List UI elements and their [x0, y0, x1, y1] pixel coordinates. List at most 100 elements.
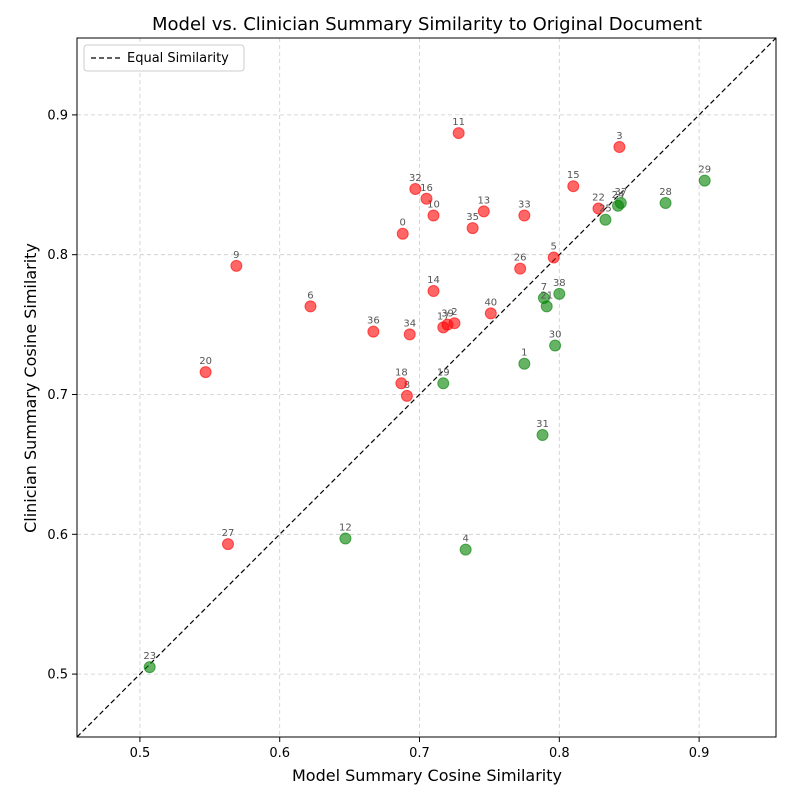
- point-label: 6: [307, 290, 313, 301]
- point-label: 30: [549, 330, 562, 341]
- x-tick-label: 0.6: [269, 746, 290, 761]
- point-label: 13: [477, 195, 490, 206]
- data-points: 0123456789101112131415161718192021222324…: [143, 117, 711, 674]
- point-label: 31: [536, 419, 549, 430]
- chart-title: Model vs. Clinician Summary Similarity t…: [152, 14, 702, 35]
- data-point: [409, 182, 422, 195]
- data-point: [400, 389, 413, 402]
- x-tick-label: 0.9: [689, 746, 710, 761]
- point-label: 9: [233, 250, 239, 261]
- data-point: [367, 325, 380, 338]
- point-label: 22: [592, 193, 605, 204]
- data-point: [403, 328, 416, 341]
- point-label: 32: [409, 173, 422, 184]
- y-tick-label: 0.5: [47, 668, 68, 683]
- y-axis-ticks: 0.5 0.6 0.7 0.8 0.9: [47, 108, 77, 683]
- data-point: [339, 532, 352, 545]
- data-point: [466, 222, 479, 235]
- data-point: [437, 377, 450, 390]
- point-label: 18: [395, 367, 408, 378]
- x-tick-label: 0.5: [130, 746, 151, 761]
- point-label: 19: [437, 367, 450, 378]
- equal-similarity-line: [76, 37, 777, 738]
- point-label: 4: [462, 534, 468, 545]
- grid-lines: [77, 38, 776, 737]
- data-point: [518, 209, 531, 222]
- data-point: [395, 377, 408, 390]
- point-label: 23: [143, 651, 156, 662]
- point-label: 17: [437, 311, 450, 322]
- point-label: 28: [659, 187, 672, 198]
- data-point: [659, 196, 672, 209]
- data-point: [547, 251, 560, 264]
- plot-frame: [76, 37, 777, 738]
- point-label: 24: [612, 190, 625, 201]
- data-point: [567, 180, 580, 193]
- point-label: 15: [567, 170, 580, 181]
- point-label: 3: [616, 131, 622, 142]
- point-label: 25: [599, 204, 612, 215]
- x-axis-ticks: 0.5 0.6 0.7 0.8 0.9: [130, 737, 710, 761]
- data-point: [477, 205, 490, 218]
- data-point: [536, 429, 549, 442]
- point-label: 16: [420, 183, 433, 194]
- point-label: 14: [427, 275, 440, 286]
- point-label: 12: [339, 522, 352, 533]
- data-point: [614, 196, 627, 209]
- data-point: [199, 366, 212, 379]
- legend-box: [83, 44, 245, 72]
- data-point: [698, 174, 711, 187]
- data-point: [427, 209, 440, 222]
- y-tick-label: 0.6: [47, 528, 68, 543]
- point-label: 34: [403, 318, 416, 329]
- point-label: 33: [518, 200, 531, 211]
- x-tick-label: 0.8: [549, 746, 570, 761]
- point-label: 1: [521, 348, 527, 359]
- data-point: [592, 202, 605, 215]
- point-label: 37: [614, 187, 627, 198]
- y-tick-label: 0.8: [47, 248, 68, 263]
- y-tick-label: 0.9: [47, 108, 68, 123]
- data-point: [420, 192, 433, 205]
- point-label: 0: [400, 218, 406, 229]
- data-point: [230, 259, 243, 272]
- data-point: [514, 262, 527, 275]
- legend-label-equal-similarity: Equal Similarity: [127, 51, 229, 66]
- data-point: [459, 543, 472, 556]
- point-label: 5: [551, 241, 557, 252]
- data-point: [549, 339, 562, 352]
- point-label: 38: [553, 278, 566, 289]
- point-label: 39: [441, 309, 454, 320]
- data-point: [441, 318, 454, 331]
- point-label: 7: [541, 282, 547, 293]
- point-label: 11: [452, 117, 465, 128]
- x-tick-label: 0.7: [409, 746, 430, 761]
- data-point: [599, 213, 612, 226]
- data-point: [553, 287, 566, 300]
- x-axis-label: Model Summary Cosine Similarity: [292, 766, 562, 785]
- point-label: 21: [540, 290, 553, 301]
- data-point: [221, 538, 234, 551]
- data-point: [304, 300, 317, 313]
- data-point: [143, 661, 156, 674]
- point-label: 40: [484, 297, 497, 308]
- point-label: 26: [514, 253, 527, 264]
- point-label: 2: [451, 307, 457, 318]
- data-point: [518, 357, 531, 370]
- legend: Equal Similarity: [83, 44, 245, 72]
- data-point: [396, 227, 409, 240]
- point-label: 27: [222, 528, 235, 539]
- y-tick-label: 0.7: [47, 388, 68, 403]
- data-point: [540, 300, 553, 313]
- data-point: [427, 285, 440, 298]
- y-axis-label: Clinician Summary Cosine Similarity: [21, 243, 40, 533]
- point-label: 35: [466, 212, 479, 223]
- point-label: 29: [698, 165, 711, 176]
- data-point: [452, 127, 465, 140]
- data-point: [484, 307, 497, 320]
- point-label: 36: [367, 316, 380, 327]
- point-label: 10: [427, 200, 440, 211]
- point-label: 20: [199, 356, 212, 367]
- data-point: [613, 141, 626, 154]
